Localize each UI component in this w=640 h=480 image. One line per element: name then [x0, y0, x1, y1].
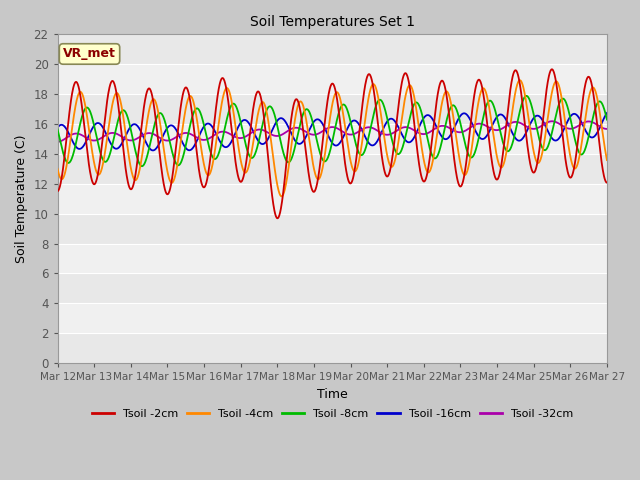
Title: Soil Temperatures Set 1: Soil Temperatures Set 1	[250, 15, 415, 29]
Bar	[58, 64, 607, 94]
Text: VR_met: VR_met	[63, 48, 116, 60]
Bar	[58, 184, 607, 214]
Bar	[58, 124, 607, 154]
Bar	[58, 154, 607, 184]
Bar	[58, 214, 607, 243]
Bar	[58, 274, 607, 303]
X-axis label: Time: Time	[317, 388, 348, 401]
Bar	[58, 35, 607, 64]
Bar	[58, 243, 607, 274]
Y-axis label: Soil Temperature (C): Soil Temperature (C)	[15, 134, 28, 263]
Bar	[58, 303, 607, 333]
Legend: Tsoil -2cm, Tsoil -4cm, Tsoil -8cm, Tsoil -16cm, Tsoil -32cm: Tsoil -2cm, Tsoil -4cm, Tsoil -8cm, Tsoi…	[87, 404, 577, 423]
Bar	[58, 94, 607, 124]
Bar	[58, 333, 607, 363]
